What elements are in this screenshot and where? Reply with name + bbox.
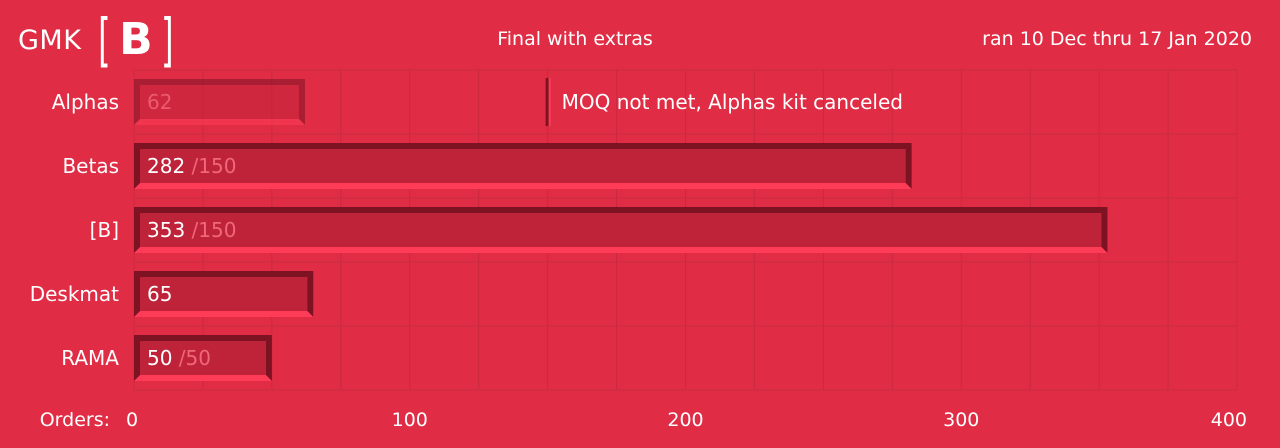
- bar: [140, 277, 308, 311]
- brand: GMK [B]: [18, 10, 178, 70]
- value-text: 50: [147, 346, 172, 370]
- bar: [140, 341, 266, 375]
- bar-bevel-left: [134, 207, 140, 253]
- bar-bevel-left: [134, 335, 140, 381]
- bar-bevel-right: [1101, 207, 1108, 253]
- x-tick-label: 100: [392, 409, 428, 431]
- brand-text: GMK: [18, 24, 82, 56]
- bar-bevel-bottom: [134, 119, 305, 125]
- x-axis-label: Orders:: [40, 409, 110, 431]
- bar-bevel-left: [134, 143, 140, 189]
- bar-bevel-top: [134, 143, 912, 149]
- bar-bevel-bottom: [134, 183, 912, 189]
- category-label: RAMA: [61, 346, 119, 370]
- bar-bevel-left: [134, 271, 140, 317]
- x-tick-label: 0: [126, 409, 138, 431]
- value-text: 282: [147, 154, 185, 178]
- bar-bevel-top: [134, 271, 314, 277]
- data-label: 282 /150: [147, 154, 236, 178]
- bar-bevel-right: [307, 271, 314, 317]
- data-label: 65: [147, 282, 172, 306]
- goal-text: /50: [172, 346, 211, 370]
- bar-bevel-bottom: [134, 311, 314, 317]
- category-label: Alphas: [52, 90, 119, 114]
- category-label: [B]: [90, 218, 119, 242]
- date-range: ran 10 Dec thru 17 Jan 2020: [982, 28, 1252, 50]
- goal-text: /150: [185, 154, 236, 178]
- x-tick-label: 300: [943, 409, 979, 431]
- bar-bevel-top: [134, 79, 305, 85]
- annotation-marker: [545, 78, 550, 126]
- brand-logo: [B]: [98, 6, 174, 74]
- bar-bevel-top: [134, 335, 272, 341]
- value-text: 65: [147, 282, 172, 306]
- bar: [140, 85, 299, 119]
- x-tick-label: 200: [667, 409, 703, 431]
- bar-bevel-right: [265, 335, 272, 381]
- data-label: 50 /50: [147, 346, 211, 370]
- bar: [140, 149, 906, 183]
- category-label: Betas: [62, 154, 119, 178]
- category-label: Deskmat: [30, 282, 119, 306]
- bar-bevel-top: [134, 207, 1108, 213]
- bar-bevel-bottom: [134, 375, 272, 381]
- bar-bevel-left: [134, 79, 140, 125]
- goal-text: /150: [185, 218, 236, 242]
- data-label: 353 /150: [147, 218, 236, 242]
- bar-bevel-bottom: [134, 247, 1108, 253]
- logo-letter: B: [119, 14, 153, 65]
- value-text: 353: [147, 218, 185, 242]
- bar-bevel-right: [298, 79, 305, 125]
- data-label: 62: [147, 90, 172, 114]
- bar: [140, 213, 1102, 247]
- bar-bevel-right: [905, 143, 912, 189]
- x-tick-label: 400: [1211, 409, 1247, 431]
- annotation-text: MOQ not met, Alphas kit canceled: [562, 90, 903, 114]
- chart-title: Final with extras: [497, 28, 653, 50]
- annotation-marker-highlight: [548, 78, 551, 126]
- value-text: 62: [147, 90, 172, 114]
